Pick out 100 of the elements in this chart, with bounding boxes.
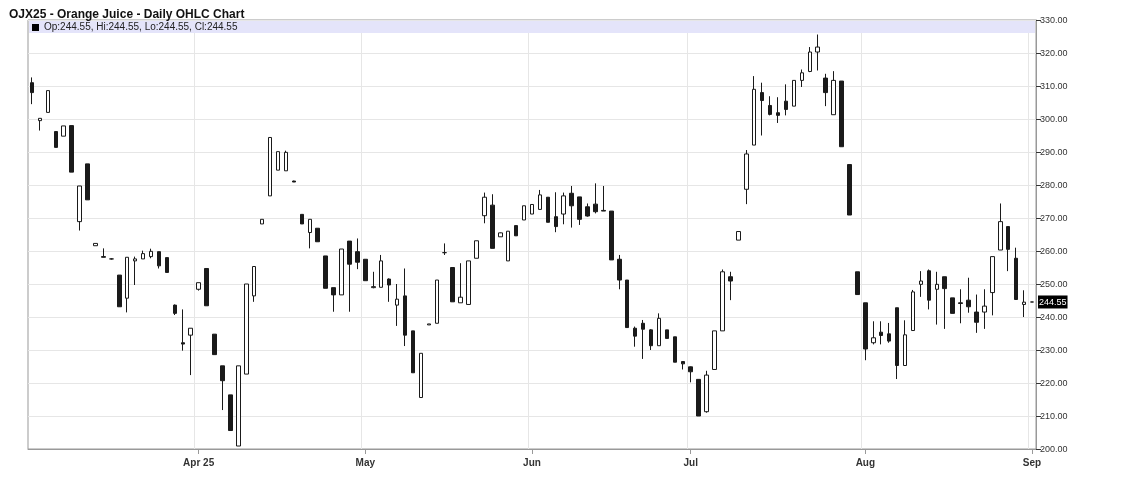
candlestick: [514, 225, 518, 237]
annotation: 244.55: [1039, 296, 1067, 307]
candlestick: [93, 242, 98, 247]
y-tick-label: 200.00: [1040, 444, 1068, 454]
candlestick: [522, 205, 526, 221]
candlestick: [498, 232, 503, 238]
candlestick: [77, 185, 82, 232]
candlestick: [879, 320, 883, 345]
candlestick: [887, 322, 891, 344]
candlestick: [292, 180, 296, 183]
candlestick: [530, 203, 534, 215]
y-tick-label: 230.00: [1040, 345, 1068, 355]
candlestick: [649, 328, 653, 351]
candlestick: [823, 73, 828, 107]
candlestick: [974, 294, 979, 334]
candlestick: [609, 210, 614, 261]
y-tick-label: 310.00: [1040, 81, 1068, 91]
y-tick-label: 250.00: [1040, 279, 1068, 289]
candlestick: [815, 34, 820, 71]
candlestick: [355, 237, 360, 270]
candlestick: [1014, 247, 1018, 301]
candlestick: [800, 69, 804, 88]
y-tick-label: 290.00: [1040, 147, 1068, 157]
candlestick: [125, 256, 129, 313]
x-tick-label: Aug: [855, 456, 876, 468]
candlestick: [450, 267, 455, 303]
candlestick: [490, 193, 495, 249]
y-tick-label: 280.00: [1040, 180, 1068, 190]
candlestick: [474, 240, 479, 259]
annotation: Op:244.55, Hi:244.55, Lo:244.55, Cl:244.55: [44, 21, 238, 33]
candlestick: [196, 282, 201, 292]
candlestick: [704, 370, 709, 414]
candlestick: [831, 70, 836, 116]
y-tick-label: 320.00: [1040, 48, 1068, 58]
candlestick: [760, 82, 764, 136]
candlestick: [657, 312, 661, 347]
y-tick-label: 300.00: [1040, 114, 1068, 124]
x-tick-label: Jul: [683, 456, 699, 468]
x-tick-label: Jun: [523, 456, 541, 468]
candlestick: [379, 254, 383, 288]
candlestick: [252, 266, 256, 303]
candlestick: [569, 185, 574, 229]
candlestick: [696, 378, 701, 417]
candlestick: [411, 330, 415, 374]
candlestick: [847, 164, 852, 216]
candlestick: [236, 365, 241, 447]
y-tick-label: 240.00: [1040, 312, 1068, 322]
candlestick: [688, 366, 693, 383]
candlestick: [784, 83, 788, 116]
candlestick: [403, 267, 407, 347]
x-tick-label: Apr 25: [183, 456, 215, 468]
candlestick: [181, 308, 185, 352]
candlestick: [617, 254, 622, 290]
candlestick: [990, 256, 995, 316]
candlestick: [54, 131, 58, 148]
candlestick: [911, 289, 915, 332]
candlestick: [506, 230, 510, 262]
candlestick: [942, 276, 947, 330]
candlestick: [117, 274, 122, 308]
candlestick: [903, 319, 907, 367]
candlestick: [387, 277, 391, 303]
candlestick: [966, 277, 971, 314]
candlestick: [561, 192, 566, 225]
chart-title: OJX25 - Orange Juice - Daily OHLC Chart: [9, 7, 245, 21]
candlestick: [38, 117, 42, 132]
candlestick: [1022, 289, 1026, 318]
candlestick: [673, 336, 677, 363]
candlestick: [776, 96, 780, 124]
candlestick: [482, 192, 487, 224]
candlestick: [363, 258, 368, 282]
candlestick: [323, 255, 328, 289]
x-tick-label: May: [355, 456, 376, 468]
candlestick: [157, 251, 161, 269]
y-tick-label: 270.00: [1040, 213, 1068, 223]
candlestick: [284, 150, 288, 172]
candlestick: [228, 394, 233, 432]
candlestick: [435, 279, 439, 324]
candlestick: [808, 46, 812, 73]
candlestick: [998, 202, 1003, 251]
candlestick: [935, 271, 939, 326]
candlestick: [165, 257, 169, 273]
candlestick: [585, 202, 590, 218]
candlestick: [260, 218, 264, 225]
candlestick: [371, 271, 376, 289]
candlestick: [855, 271, 860, 296]
candlestick: [339, 248, 344, 296]
candlestick: [768, 95, 772, 116]
candlestick: [665, 329, 669, 339]
candlestick: [895, 307, 899, 380]
candlestick: [752, 75, 756, 146]
candlestick: [633, 326, 637, 348]
candlestick: [101, 247, 106, 258]
candlestick: [871, 320, 876, 345]
candlestick: [863, 302, 868, 361]
candlestick: [720, 268, 725, 332]
candlestick: [927, 268, 931, 310]
candlestick: [315, 227, 320, 243]
candlestick: [141, 250, 145, 260]
candlestick: [625, 279, 629, 329]
candlestick: [546, 196, 550, 223]
